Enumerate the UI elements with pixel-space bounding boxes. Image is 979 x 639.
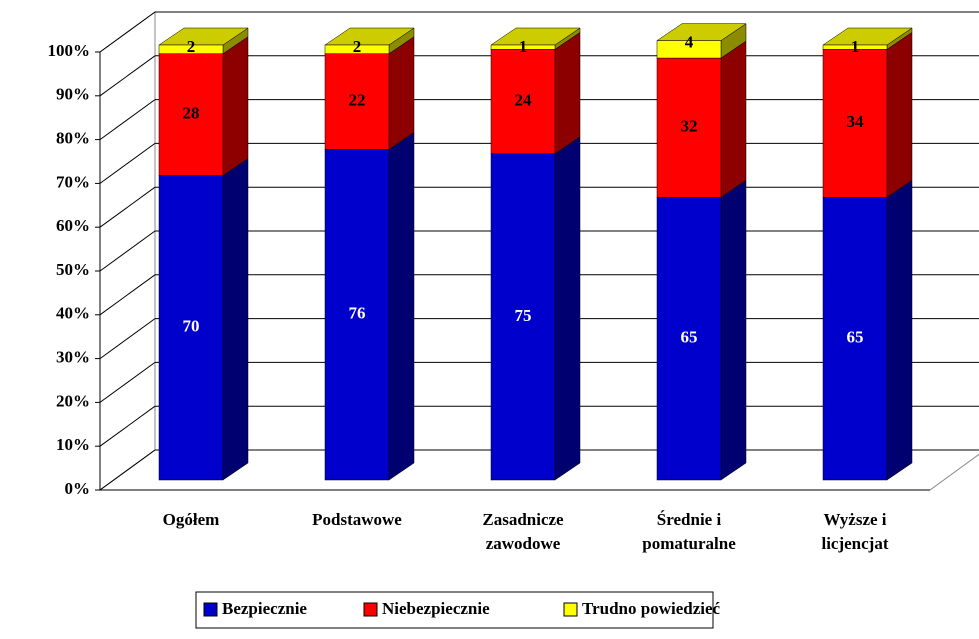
y-tick-label: 70% xyxy=(56,172,90,191)
data-label: 65 xyxy=(847,328,864,347)
bar xyxy=(822,197,888,481)
grid-line-side xyxy=(99,142,156,184)
y-tick-label: 80% xyxy=(56,129,90,148)
data-label: 24 xyxy=(515,90,533,109)
grid-line-side xyxy=(99,318,156,360)
bar xyxy=(158,175,224,481)
y-tick-label: 40% xyxy=(56,304,90,323)
y-tick-label: 90% xyxy=(56,85,90,104)
grid-line-side xyxy=(99,186,156,228)
data-label: 4 xyxy=(685,33,694,52)
y-tick-label: 10% xyxy=(56,435,90,454)
grid-line-side xyxy=(99,449,156,491)
x-tick-label: Podstawowe xyxy=(312,510,402,529)
bar xyxy=(656,40,722,59)
grid-line-side xyxy=(99,11,156,53)
bar-side xyxy=(720,179,747,481)
bar xyxy=(324,44,390,54)
data-label: 2 xyxy=(353,37,362,56)
bar xyxy=(324,53,390,150)
y-tick-label: 50% xyxy=(56,260,90,279)
data-label: 2 xyxy=(187,37,196,56)
legend-swatch xyxy=(563,602,578,617)
x-tick-label: Średnie i pomaturalne xyxy=(642,510,736,553)
data-label: 34 xyxy=(847,112,865,131)
grid-line-side xyxy=(99,274,156,316)
bar-side xyxy=(554,31,581,155)
bar-side xyxy=(886,179,913,481)
bar xyxy=(324,149,390,481)
legend-label: Trudno powiedzieć xyxy=(582,599,721,618)
y-tick-label: 100% xyxy=(48,41,91,60)
data-label: 1 xyxy=(851,37,860,56)
grid-line-side xyxy=(99,99,156,141)
y-tick-label: 60% xyxy=(56,216,90,235)
data-label: 65 xyxy=(681,328,698,347)
y-tick-label: 30% xyxy=(56,348,90,367)
x-tick-label: Zasadnicze zawodowe xyxy=(482,510,564,553)
grid-line-side xyxy=(99,55,156,97)
legend-swatch xyxy=(203,602,218,617)
bar xyxy=(158,44,224,54)
bar xyxy=(490,153,556,481)
bar-side xyxy=(554,136,581,481)
legend-label: Niebezpiecznie xyxy=(382,599,490,618)
grid-line-side xyxy=(99,405,156,447)
legend-swatch xyxy=(363,602,378,617)
grid-line-side xyxy=(99,361,156,403)
data-label: 32 xyxy=(681,117,698,136)
bar xyxy=(656,57,722,198)
bar-side xyxy=(388,36,415,150)
data-label: 75 xyxy=(515,306,532,325)
bar-side xyxy=(388,131,415,481)
bar-side xyxy=(222,158,249,481)
bar xyxy=(822,44,888,50)
bar xyxy=(158,53,224,176)
data-label: 70 xyxy=(183,317,200,336)
bar xyxy=(822,49,888,198)
bar xyxy=(490,49,556,154)
bar xyxy=(490,44,556,50)
y-tick-label: 20% xyxy=(56,391,90,410)
data-label: 1 xyxy=(519,37,528,56)
legend-box xyxy=(195,591,714,629)
legend-label: Bezpiecznie xyxy=(222,599,307,618)
bar xyxy=(656,197,722,481)
y-tick-label: 0% xyxy=(65,479,91,498)
bar-side xyxy=(720,40,747,198)
data-label: 28 xyxy=(183,104,200,123)
data-label: 22 xyxy=(349,90,366,109)
bar-side xyxy=(222,36,249,176)
bar-side xyxy=(886,31,913,198)
x-tick-label: Ogółem xyxy=(162,510,220,529)
x-tick-label: Wyższe i licjencjat xyxy=(821,510,889,553)
grid-line-side xyxy=(99,230,156,272)
data-label: 76 xyxy=(349,304,366,323)
